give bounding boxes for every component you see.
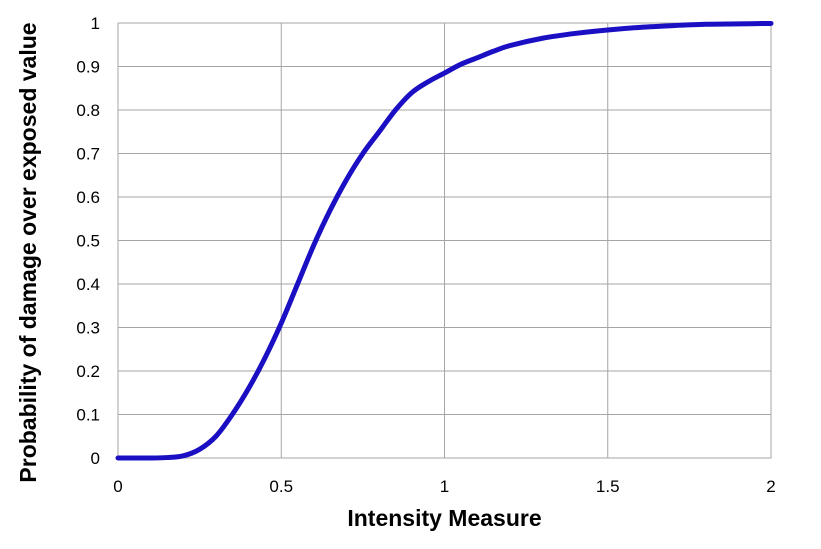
series-line [115, 20, 774, 461]
y-tick-label: 0.3 [76, 319, 100, 338]
x-tick-label: 0.5 [269, 477, 293, 496]
x-axis-ticks: 0 0.5 1 1.5 2 [113, 477, 775, 496]
y-tick-label: 0.2 [76, 362, 100, 381]
y-axis-label: Probability of damage over exposed value [15, 22, 41, 482]
y-tick-label: 0.8 [76, 101, 100, 120]
y-tick-label: 0.1 [76, 406, 100, 425]
y-tick-label: 0.7 [76, 145, 100, 164]
x-tick-label: 1 [440, 477, 449, 496]
y-tick-label: 0.9 [76, 58, 100, 77]
y-axis-ticks: 0 0.1 0.2 0.3 0.4 0.5 0.6 0.7 0.8 0.9 1 [76, 14, 100, 468]
series-group [115, 20, 774, 461]
grid [117, 22, 772, 459]
y-tick-label: 0.6 [76, 188, 100, 207]
x-tick-label: 0 [113, 477, 122, 496]
x-tick-label: 2 [766, 477, 775, 496]
y-tick-label: 0.5 [76, 232, 100, 251]
x-axis-label: Intensity Measure [347, 505, 541, 531]
y-tick-label: 0.4 [76, 275, 100, 294]
x-tick-label: 1.5 [596, 477, 620, 496]
y-tick-label: 1 [91, 14, 100, 33]
y-tick-label: 0 [91, 449, 100, 468]
